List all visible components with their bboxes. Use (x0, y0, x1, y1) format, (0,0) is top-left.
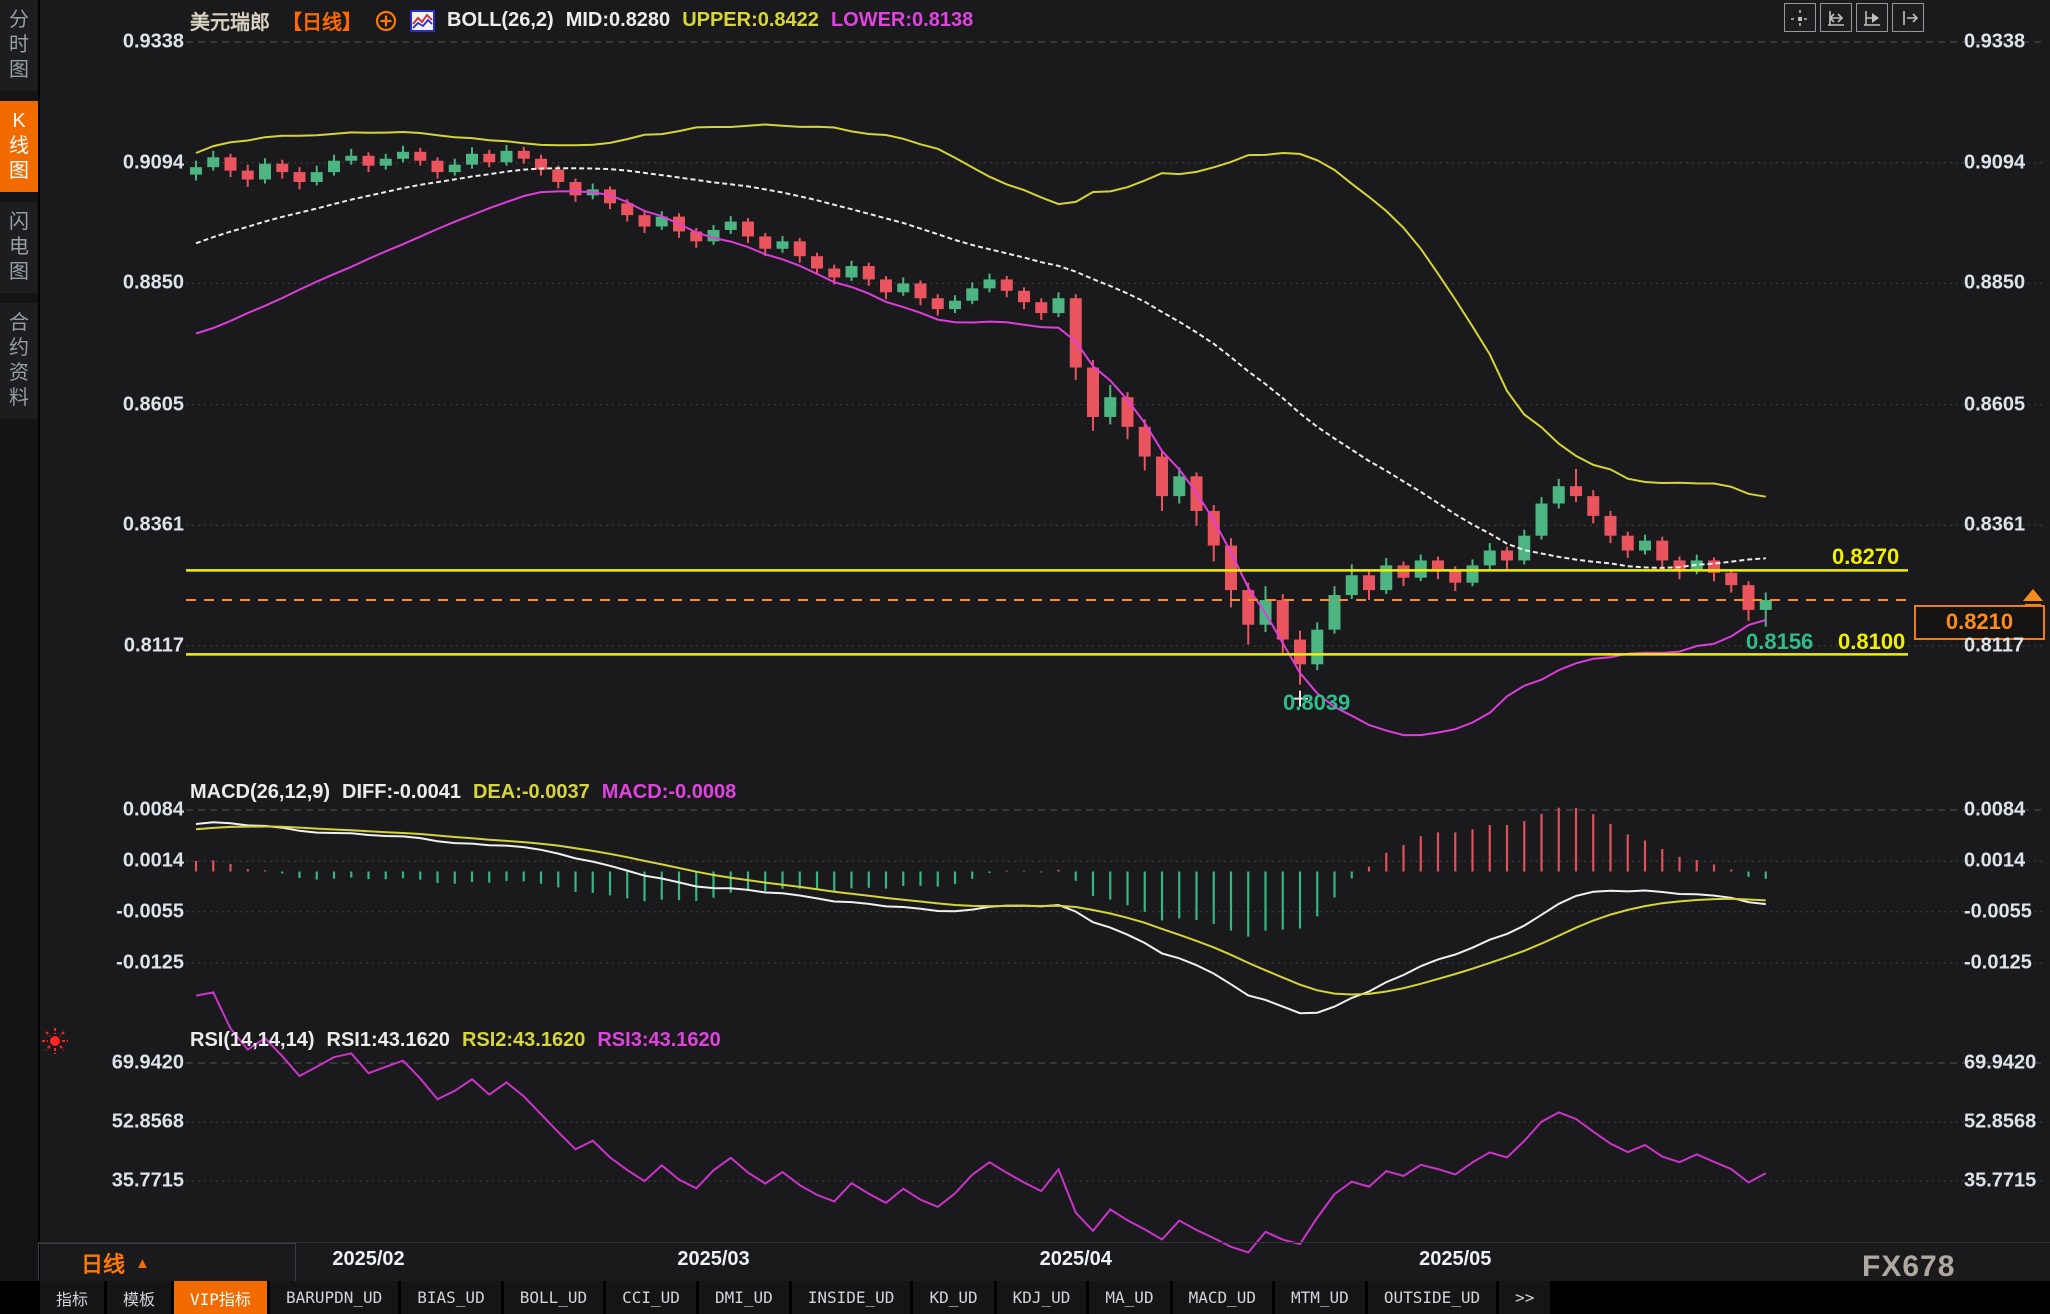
tab-dmi-ud[interactable]: DMI_UD (698, 1281, 789, 1314)
chart-type-icon[interactable] (410, 9, 435, 32)
sidebar-item-time-chart[interactable]: 分 时 图 (0, 0, 38, 91)
chart-toolbar (1784, 3, 1924, 32)
tab-more[interactable]: >> (1499, 1281, 1551, 1314)
sidebar-item-contract-info[interactable]: 合 约 资 料 (0, 303, 38, 419)
left-sidebar: 分 时 图 K 线 图闪 电 图合 约 资 料 (0, 0, 40, 1281)
sidebar-item-flash-chart[interactable]: 闪 电 图 (0, 202, 38, 293)
rsi-panel (195, 991, 1767, 1254)
tab-kdj-ud[interactable]: KDJ_UD (996, 1281, 1087, 1314)
tab-templates[interactable]: 模板 (107, 1281, 172, 1314)
toolbar-button-axis-scale[interactable] (1820, 3, 1852, 32)
tab-cci-ud[interactable]: CCI_UD (606, 1281, 696, 1314)
tab-bias-ud[interactable]: BIAS_UD (401, 1281, 501, 1314)
tab-macd-ud[interactable]: MACD_UD (1172, 1281, 1273, 1314)
tab-inside-ud[interactable]: INSIDE_UD (791, 1281, 911, 1314)
axis-zoom-icon (1864, 10, 1880, 26)
indicator-tab-bar: 指标 模板 VIP指标 BARUPDN_UD BIAS_UD BOLL_UD CCI_UD D… (0, 1281, 2050, 1314)
toolbar-button-axis-zoom[interactable] (1856, 3, 1888, 32)
sidebar-item-kline-chart[interactable]: K 线 图 (0, 101, 38, 192)
tab-ma-ud[interactable]: MA_UD (1089, 1281, 1170, 1314)
grid-lines (186, 41, 2046, 1182)
circle-plus-icon[interactable] (374, 9, 398, 33)
tab-boll-ud[interactable]: BOLL_UD (503, 1281, 604, 1314)
tab-kd-ud[interactable]: KD_UD (913, 1281, 994, 1314)
axis-scale-icon (1828, 10, 1844, 26)
tab-indicators[interactable]: 指标 (40, 1281, 105, 1314)
price-level-lines (186, 569, 2043, 707)
toolbar-button-pan-latest[interactable] (1892, 3, 1924, 32)
candlesticks (190, 144, 1772, 685)
crosshair-move-icon (1791, 9, 1809, 28)
toolbar-button-crosshair-move[interactable] (1784, 3, 1816, 32)
bollinger-bands (195, 123, 1767, 737)
period-selector[interactable]: 日线 ▲ (38, 1243, 296, 1283)
tab-barupdn-ud[interactable]: BARUPDN_UD (269, 1281, 399, 1314)
tab-mtm-ud[interactable]: MTM_UD (1275, 1281, 1365, 1314)
macd-panel (194, 807, 1767, 1015)
pan-latest-icon (1903, 10, 1919, 25)
period-label: 日线 (81, 1252, 126, 1277)
tab-outside-ud[interactable]: OUTSIDE_UD (1367, 1281, 1497, 1314)
tab-vip-indicators[interactable]: VIP指标 (174, 1281, 267, 1314)
triangle-up-icon: ▲ (135, 1254, 150, 1272)
